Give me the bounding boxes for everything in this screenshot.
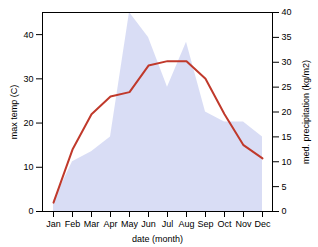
svg-text:May: May [121,219,139,229]
svg-text:0: 0 [282,206,287,216]
svg-text:35: 35 [282,32,292,42]
svg-text:Aug: Aug [178,219,194,229]
svg-text:date (month): date (month) [132,234,183,244]
svg-text:40: 40 [282,7,292,17]
svg-text:25: 25 [282,82,292,92]
svg-text:Apr: Apr [103,219,117,229]
svg-text:10: 10 [282,157,292,167]
svg-text:20: 20 [282,107,292,117]
svg-text:30: 30 [282,57,292,67]
svg-text:max temp (C): max temp (C) [9,85,19,140]
svg-text:Jul: Jul [162,219,174,229]
svg-text:5: 5 [282,182,287,192]
svg-text:30: 30 [23,74,33,84]
svg-text:Jun: Jun [141,219,156,229]
svg-text:med. precipitation (kg/m2): med. precipitation (kg/m2) [301,60,311,164]
svg-text:Feb: Feb [65,219,81,229]
svg-text:15: 15 [282,132,292,142]
svg-text:0: 0 [28,206,33,216]
svg-text:Mar: Mar [84,219,100,229]
svg-text:20: 20 [23,118,33,128]
svg-text:Dec: Dec [254,219,271,229]
svg-text:10: 10 [23,162,33,172]
svg-text:Sep: Sep [197,219,213,229]
svg-text:40: 40 [23,29,33,39]
svg-text:Jan: Jan [46,219,61,229]
svg-text:Nov: Nov [235,219,252,229]
svg-text:Oct: Oct [217,219,232,229]
